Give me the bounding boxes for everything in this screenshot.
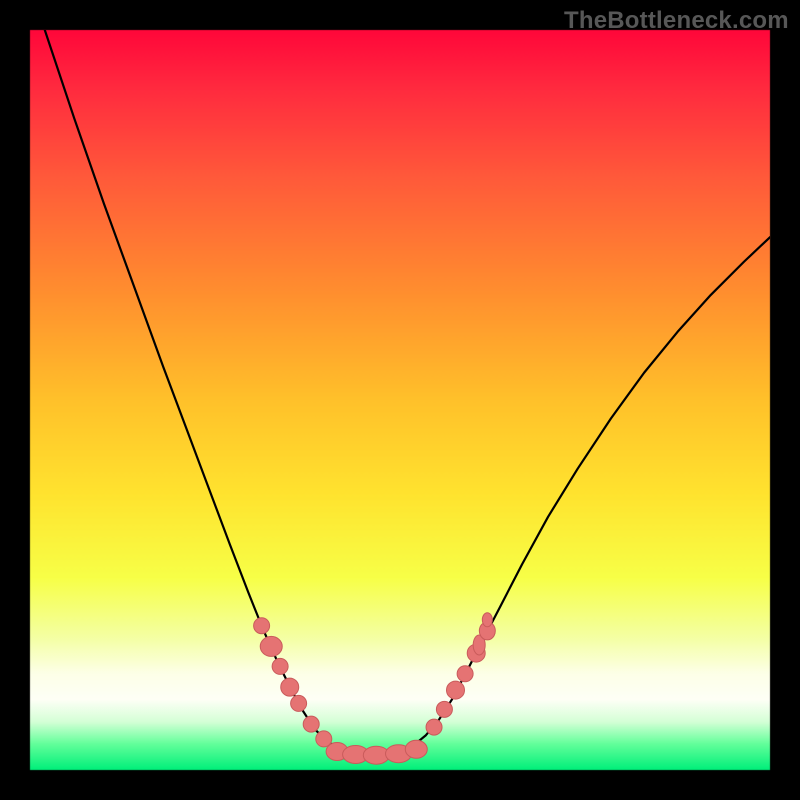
gradient-plot-area xyxy=(0,0,800,800)
watermark-text: TheBottleneck.com xyxy=(564,7,789,35)
